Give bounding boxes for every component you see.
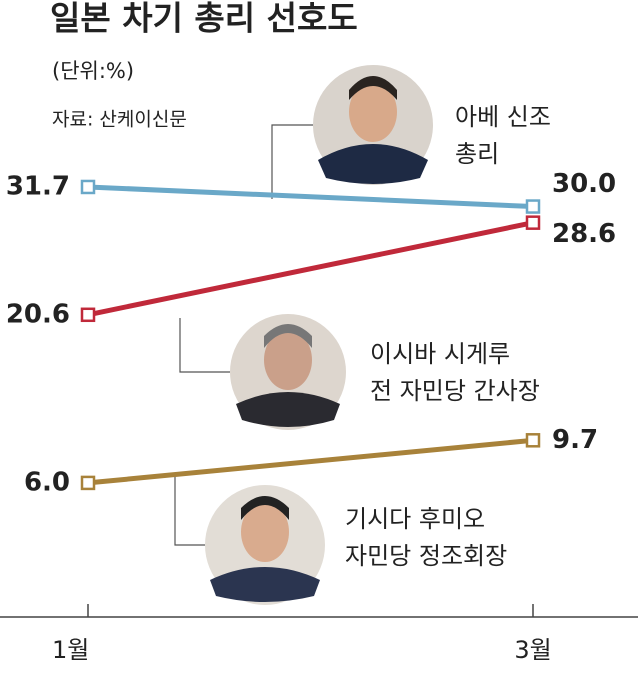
value-label: 28.6: [552, 219, 616, 249]
leader-line: [271, 124, 313, 199]
leader-line: [174, 477, 205, 546]
legend-role: 전 자민당 간사장: [370, 377, 540, 405]
marker: [525, 433, 541, 448]
marker: [525, 199, 541, 214]
legend-name: 기시다 후미오: [345, 505, 485, 533]
source: 자료: 산케이신문: [52, 109, 187, 131]
value-label: 30.0: [552, 169, 616, 199]
series-line: [87, 220, 534, 318]
photo: [230, 314, 346, 430]
value-label: 6.0: [24, 467, 70, 497]
x-tick-label: 3월: [514, 636, 551, 664]
value-label: 9.7: [552, 425, 598, 455]
marker: [80, 179, 96, 195]
legend-role: 총리: [455, 140, 499, 168]
marker: [80, 307, 96, 323]
series-line: [87, 437, 534, 486]
series-line: [87, 184, 534, 210]
value-label: 31.7: [6, 171, 70, 201]
marker: [525, 215, 541, 230]
legend-name: 아베 신조: [455, 103, 551, 131]
value-label: 20.6: [6, 299, 70, 329]
marker: [80, 475, 96, 491]
x-tick-label: 1월: [52, 636, 89, 664]
photo: [313, 65, 433, 185]
chart-title: 일본 차기 총리 선호도: [50, 0, 358, 38]
chart-subtitle: (단위:%): [52, 59, 134, 83]
photo: [205, 485, 325, 605]
legend-role: 자민당 정조회장: [345, 542, 507, 570]
legend-name: 이시바 시게루: [370, 340, 510, 368]
leader-line: [179, 318, 230, 373]
